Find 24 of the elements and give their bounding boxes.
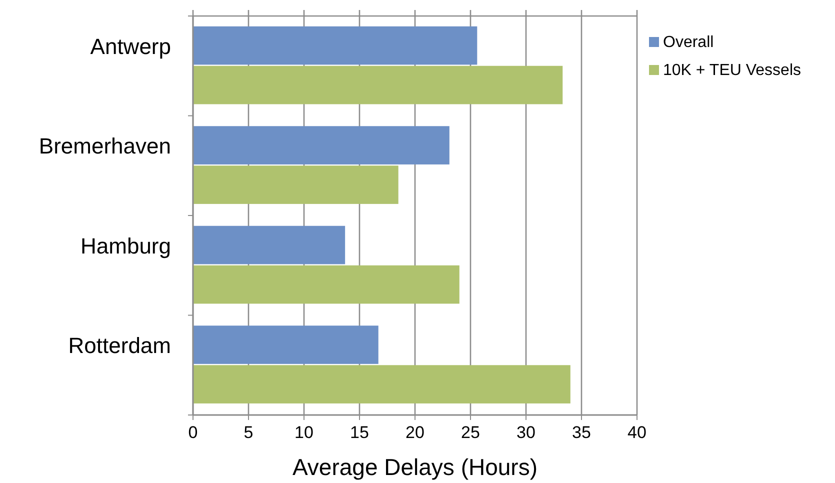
bar — [193, 326, 378, 364]
legend-label: 10K + TEU Vessels — [663, 62, 801, 79]
x-axis-title: Average Delays (Hours) — [292, 454, 538, 480]
x-tick-label: 5 — [244, 423, 254, 442]
x-tick-label: 15 — [350, 423, 369, 442]
y-tick-label: Hamburg — [80, 233, 171, 258]
x-tick-label: 25 — [461, 423, 480, 442]
bar — [193, 226, 346, 264]
x-tick-label: 10 — [294, 423, 314, 442]
bar — [193, 66, 563, 104]
x-tick-label: 0 — [188, 423, 198, 442]
x-tick-label: 20 — [406, 423, 424, 442]
bar — [193, 166, 398, 204]
legend-label: Overall — [663, 34, 714, 51]
x-tick-label: 40 — [628, 423, 646, 442]
bar — [193, 26, 478, 65]
bar — [193, 126, 450, 164]
bar — [193, 265, 460, 304]
y-tick-label: Rotterdam — [68, 333, 171, 358]
y-tick-label: Antwerp — [90, 34, 171, 59]
x-tick-label: 35 — [572, 423, 591, 442]
x-tick-label: 30 — [516, 423, 536, 442]
bar — [193, 365, 570, 404]
y-tick-label: Bremerhaven — [38, 134, 171, 159]
